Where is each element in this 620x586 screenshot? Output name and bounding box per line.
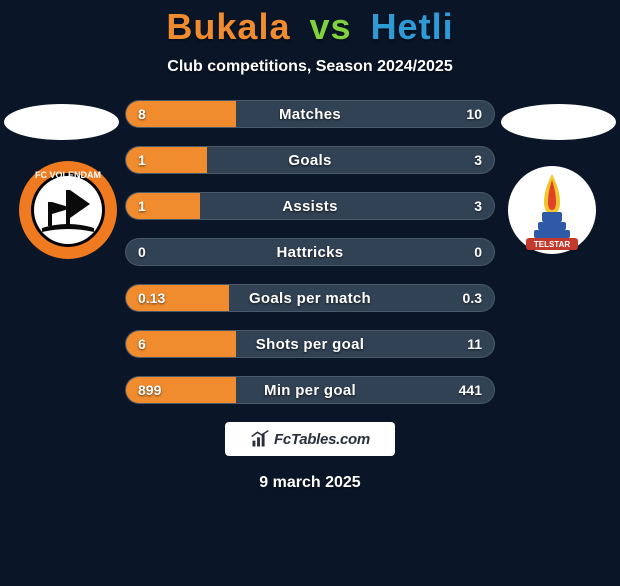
player1-name: Bukala [166, 6, 290, 47]
comparison-arena: FC VOLENDAM TELSTAR 810Matches 13Goals 13A… [0, 100, 620, 404]
comparison-date: 9 march 2025 [0, 474, 620, 492]
site-badge[interactable]: FcTables.com [225, 422, 395, 456]
player2-club-badge: TELSTAR [502, 160, 602, 260]
season-subtitle: Club competitions, Season 2024/2025 [0, 58, 620, 76]
svg-text:FC VOLENDAM: FC VOLENDAM [35, 170, 101, 180]
stats-container: 810Matches 13Goals 13Assists 00Hattricks 0.1… [125, 100, 495, 404]
stat-row: 13Assists [125, 192, 495, 220]
stat-row: 611Shots per goal [125, 330, 495, 358]
stat-label: Min per goal [126, 377, 494, 403]
stat-label: Goals per match [126, 285, 494, 311]
svg-text:TELSTAR: TELSTAR [534, 240, 571, 249]
site-label: FcTables.com [274, 431, 370, 448]
stat-label: Hattricks [126, 239, 494, 265]
player2-ellipse [501, 104, 616, 140]
player1-club-badge: FC VOLENDAM [18, 160, 118, 260]
stat-row: 810Matches [125, 100, 495, 128]
stat-label: Matches [126, 101, 494, 127]
stat-label: Shots per goal [126, 331, 494, 357]
bar-chart-icon [250, 429, 270, 449]
stat-row: 00Hattricks [125, 238, 495, 266]
player2-name: Hetli [371, 6, 454, 47]
player1-ellipse [4, 104, 119, 140]
stat-row: 0.130.3Goals per match [125, 284, 495, 312]
telstar-badge-icon: TELSTAR [502, 160, 602, 260]
vs-text: vs [310, 6, 352, 47]
stat-label: Goals [126, 147, 494, 173]
stat-label: Assists [126, 193, 494, 219]
comparison-title: Bukala vs Hetli [0, 6, 620, 48]
volendam-badge-icon: FC VOLENDAM [18, 160, 118, 260]
stat-row: 899441Min per goal [125, 376, 495, 404]
stat-row: 13Goals [125, 146, 495, 174]
